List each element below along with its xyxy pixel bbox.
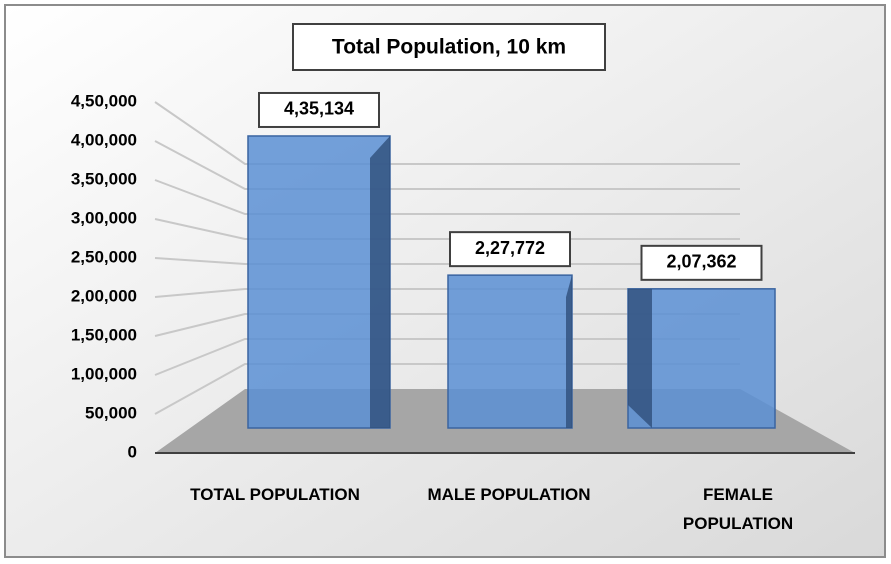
y-tick-label: 1,50,000: [71, 325, 137, 344]
bar-side: [628, 288, 652, 428]
bar: [447, 274, 573, 429]
bar-side: [370, 135, 390, 428]
grid-line: [154, 313, 740, 337]
grid-line: [154, 257, 740, 265]
grid-line: [154, 140, 740, 190]
value-label: 4,35,134: [284, 99, 354, 119]
bar: [627, 288, 776, 429]
value-label-box: [258, 91, 380, 128]
grid-line: [154, 218, 740, 240]
value-label: 2,27,772: [475, 238, 545, 258]
value-label-box: [449, 231, 571, 268]
bar-face: [627, 288, 776, 429]
x-tick-label: MALE POPULATION: [427, 485, 591, 504]
bar-face: [247, 135, 391, 429]
y-tick-label: 2,00,000: [71, 286, 137, 305]
chart-frame: [4, 4, 886, 558]
y-tick-label: 3,50,000: [71, 169, 137, 188]
grid-line: [154, 363, 740, 415]
grid-line: [154, 288, 740, 298]
y-tick-label: 4,00,000: [71, 130, 137, 149]
title-box: [292, 23, 606, 71]
chart-title: Total Population, 10 km: [332, 36, 566, 59]
value-label-box: [640, 244, 763, 281]
bar-face: [447, 274, 573, 429]
bar: [247, 135, 391, 429]
value-label: 2,07,362: [666, 252, 736, 272]
y-tick-label: 1,00,000: [71, 364, 137, 383]
x-tick-label: FEMALE POPULATION: [682, 485, 794, 533]
x-tick-label: TOTAL POPULATION: [190, 485, 360, 504]
grid-line: [154, 179, 740, 215]
y-tick-label: 50,000: [85, 403, 137, 422]
grid-line: [154, 338, 740, 376]
y-tick-label: 0: [128, 442, 137, 461]
y-tick-label: 2,50,000: [71, 247, 137, 266]
y-tick-label: 3,00,000: [71, 208, 137, 227]
y-tick-label: 4,50,000: [71, 91, 137, 110]
grid-line: [154, 101, 740, 165]
bar-side: [566, 275, 572, 428]
